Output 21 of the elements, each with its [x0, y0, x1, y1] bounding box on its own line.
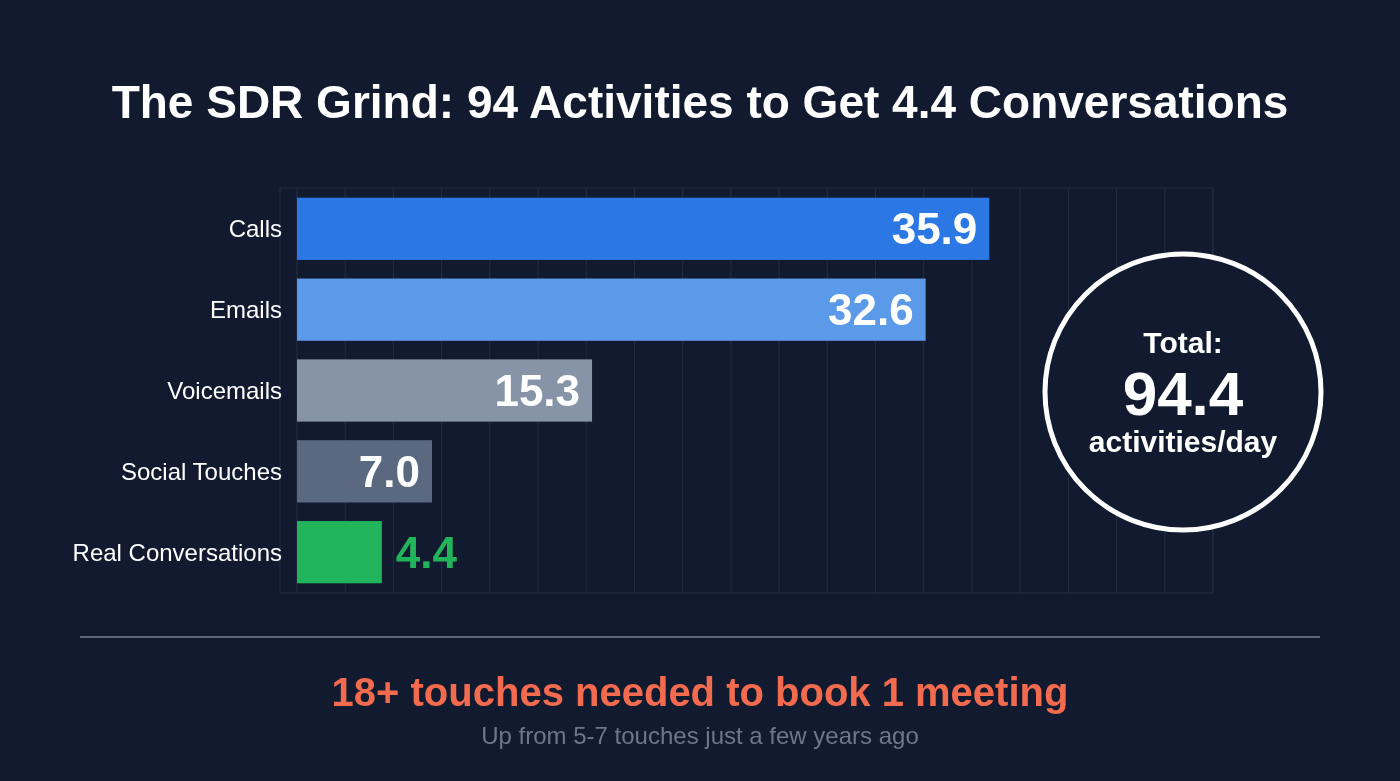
data-label: 7.0 — [358, 446, 420, 496]
annotation: activities/day — [1088, 425, 1278, 458]
y-tick-label: Social Touches — [121, 457, 282, 485]
annotation: Total: — [1143, 326, 1223, 359]
y-tick-label: Real Conversations — [72, 538, 282, 566]
chart-title: The SDR Grind: 94 Activities to Get 4.4 Conversations — [111, 76, 1289, 128]
data-label: 32.6 — [828, 285, 914, 335]
data-label: 4.4 — [395, 527, 458, 577]
bar — [297, 521, 382, 584]
bar — [297, 440, 432, 503]
y-tick-label: Emails — [209, 296, 282, 324]
data-label: 15.3 — [494, 365, 581, 415]
text: 18+ touches needed to book 1 meeting — [331, 670, 1069, 714]
bar — [297, 197, 990, 260]
text: Up from 5-7 touches just a few years ago — [481, 722, 919, 749]
annotation: 94.4 — [1122, 359, 1244, 428]
bar — [297, 278, 926, 341]
data-label: 35.9 — [891, 204, 978, 254]
y-tick-label: Calls — [228, 215, 282, 243]
y-tick-label: Voicemails — [167, 376, 282, 404]
bar — [297, 359, 593, 422]
